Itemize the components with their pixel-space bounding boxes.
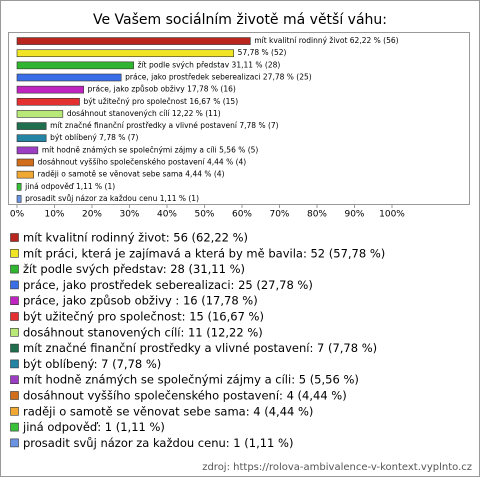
value-label: mít značné finanční prostředky a vlivné …: [50, 121, 278, 130]
bar: [16, 195, 22, 203]
legend-swatch: [10, 422, 19, 432]
value-label: práce, jako způsob obživy 17,78 % (16): [88, 85, 236, 94]
bar: [16, 37, 251, 45]
value-label: dosáhnout vyššího společenského postaven…: [38, 158, 247, 167]
legend-label: prosadit svůj názor za každou cenu: 1 (1…: [23, 436, 293, 450]
x-tick-label: 80%: [307, 210, 327, 220]
legend-label: mít značné finanční prostředky a vlivné …: [23, 341, 377, 355]
legend-swatch: [10, 264, 19, 274]
bar: [16, 134, 47, 143]
legend-swatch: [10, 359, 19, 369]
bar: [16, 73, 122, 82]
legend-label: být oblíbený: 7 (7,78 %): [23, 357, 161, 371]
legend-label: mít hodně známých se společnými zájmy a …: [23, 373, 359, 387]
legend-label: práce, jako prostředek seberealizaci: 25…: [23, 278, 313, 292]
bar: [16, 146, 39, 155]
x-tick-label: 0%: [10, 210, 25, 220]
value-label: jiná odpověď 1,11 % (1): [24, 182, 115, 191]
bar: [16, 49, 234, 58]
value-label: dosáhnout stanovených cílí 12,22 % (11): [67, 109, 221, 118]
value-label: mít hodně známých se společnými zájmy a …: [42, 145, 259, 154]
legend-label: jiná odpověď: 1 (1,11 %): [22, 420, 165, 434]
x-tick-label: 10%: [44, 210, 64, 220]
bar: [16, 170, 34, 179]
legend-label: dosáhnout stanovených cílí: 11 (12,22 %): [23, 325, 263, 339]
legend-swatch: [10, 391, 19, 400]
value-label: mít kvalitní rodinný život 62,22 % (56): [254, 36, 398, 45]
bar: [16, 110, 64, 118]
legend-swatch: [10, 406, 19, 416]
bar: [16, 61, 134, 70]
legend-label: mít práci, která je zajímavá a která by …: [23, 246, 385, 260]
legend-swatch: [10, 249, 19, 258]
legend-label: žít podle svých představ: 28 (31,11 %): [23, 262, 245, 276]
legend-swatch: [10, 327, 19, 337]
legend-label: mít kvalitní rodinný život: 56 (62,22 %): [23, 231, 248, 245]
x-tick-label: 40%: [157, 210, 177, 220]
chart-title: Ve Vašem sociálním životě má větší váhu:: [93, 12, 387, 28]
x-tick-label: 30%: [119, 210, 139, 220]
legend-swatch: [10, 312, 19, 321]
value-label: práce, jako prostředek seberealizaci 27,…: [125, 73, 312, 82]
x-tick-label: 60%: [232, 210, 252, 220]
legend-label: práce, jako způsob obživy : 16 (17,78 %): [23, 294, 258, 308]
legend-swatch: [10, 280, 19, 290]
legend-swatch: [10, 296, 19, 306]
legend-label: být užitečný pro společnost: 15 (16,67 %…: [23, 310, 264, 324]
source: zdroj: https://rolova-ambivalence-v-kont…: [202, 462, 472, 473]
bar: [16, 122, 47, 130]
value-label: být oblíbený 7,78 % (7): [50, 133, 138, 142]
x-tick-label: 50%: [194, 210, 214, 220]
bar: [16, 158, 34, 167]
legend-label: raději o samotě se věnovat sebe sama: 4 …: [23, 404, 313, 418]
plot-frame: [8, 32, 470, 205]
value-label: žít podle svých představ 31,11 % (28): [138, 60, 281, 69]
bar: [16, 97, 80, 106]
legend-swatch: [10, 233, 19, 242]
x-tick-label: 70%: [269, 210, 289, 220]
x-tick-label: 100%: [379, 210, 405, 220]
value-label: prosadit svůj názor za každou cenu 1,11 …: [25, 194, 199, 203]
legend-swatch: [10, 343, 19, 353]
legend-label: dosáhnout vyššího společenského postaven…: [23, 389, 347, 403]
x-tick-label: 20%: [82, 210, 102, 220]
value-label: být užitečný pro společnost 16,67 % (15): [84, 97, 239, 106]
value-label: raději o samotě se věnovat sebe sama 4,4…: [38, 170, 225, 179]
bar: [16, 182, 22, 191]
x-tick-label: 90%: [344, 210, 364, 220]
legend-swatch: [10, 438, 19, 448]
value-label: 57,78 % (52): [238, 48, 287, 57]
bar: [16, 85, 84, 94]
legend-swatch: [10, 375, 19, 385]
